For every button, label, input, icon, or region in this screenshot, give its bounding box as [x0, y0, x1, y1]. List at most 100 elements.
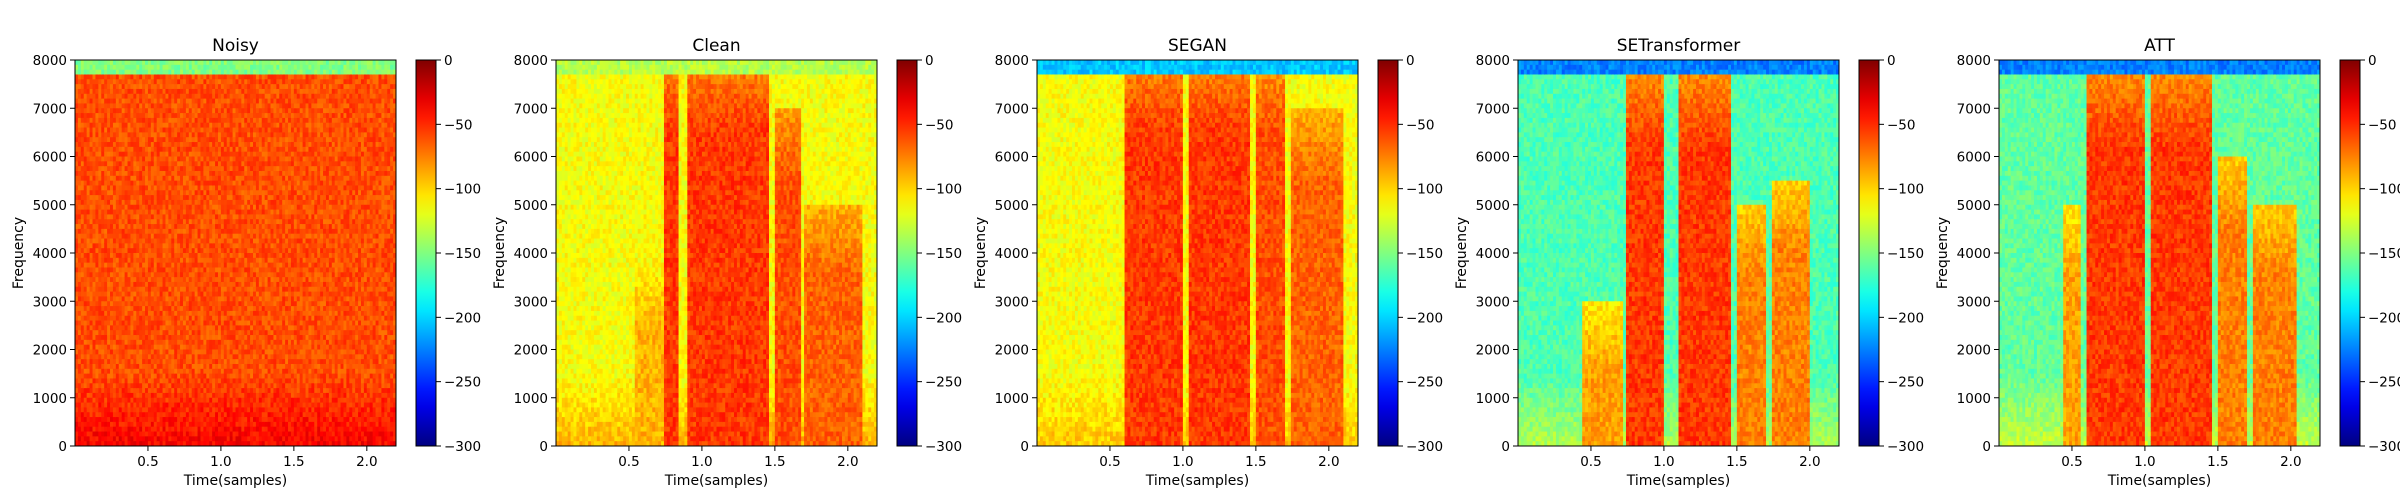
colorbar-tick-label: −200	[1887, 310, 1924, 326]
spectrogram-image	[556, 60, 877, 446]
y-tick-label: 6000	[995, 150, 1029, 166]
y-tick-label: 3000	[995, 294, 1029, 310]
colorbar-tick-label: −300	[2368, 439, 2400, 455]
panel-title: SEGAN	[1168, 36, 1227, 56]
colorbar-tick-label: −150	[925, 246, 962, 262]
colorbar	[1377, 59, 1399, 447]
y-tick-label: 3000	[33, 294, 67, 310]
panel-title: SETransformer	[1617, 36, 1741, 56]
colorbar-tick-label: −50	[2368, 117, 2397, 133]
x-tick-label: 0.5	[618, 454, 639, 470]
panel-att: ATT 0.5 1.0 1.5 2.0 0 1000 2000 3000 4000 5000 6000…	[1935, 36, 2400, 489]
y-tick-label: 6000	[514, 150, 548, 166]
y-tick-label: 1000	[33, 391, 67, 407]
colorbar-tick-label: 0	[2368, 53, 2377, 69]
colorbar-tick-label: −200	[1406, 310, 1443, 326]
x-axis-label: Time(samples)	[1145, 473, 1249, 489]
y-tick-label: 6000	[33, 150, 67, 166]
y-tick-label: 5000	[514, 198, 548, 214]
panel-title: ATT	[2144, 36, 2175, 56]
y-tick-label: 0	[539, 439, 548, 455]
colorbar	[2339, 59, 2361, 447]
colorbar-tick-label: −250	[2368, 375, 2400, 391]
y-tick-label: 1000	[1957, 391, 1991, 407]
y-tick-label: 2000	[33, 343, 67, 359]
x-tick-label: 1.0	[691, 454, 712, 470]
colorbar-tick-label: −50	[444, 117, 473, 133]
y-tick-label: 0	[1020, 439, 1029, 455]
colorbar-tick-label: −100	[444, 182, 481, 198]
y-axis-label: Frequency	[973, 217, 989, 289]
y-tick-label: 7000	[1476, 101, 1510, 117]
colorbar-tick-label: −300	[1406, 439, 1443, 455]
y-tick-label: 7000	[1957, 101, 1991, 117]
x-tick-label: 1.5	[764, 454, 785, 470]
x-tick-label: 1.0	[2134, 454, 2155, 470]
colorbar-tick-label: −100	[2368, 182, 2400, 198]
y-tick-label: 5000	[1476, 198, 1510, 214]
y-tick-label: 1000	[995, 391, 1029, 407]
colorbar-tick-label: −100	[1887, 182, 1924, 198]
x-tick-label: 1.5	[1245, 454, 1266, 470]
colorbar-tick-label: 0	[444, 53, 453, 69]
colorbar-tick-label: −250	[444, 375, 481, 391]
x-tick-label: 2.0	[1318, 454, 1339, 470]
x-tick-label: 1.0	[1172, 454, 1193, 470]
colorbar-tick-label: −250	[925, 375, 962, 391]
y-tick-label: 3000	[1476, 294, 1510, 310]
x-tick-label: 1.5	[1726, 454, 1747, 470]
x-tick-label: 2.0	[1799, 454, 1820, 470]
colorbar-tick-label: 0	[925, 53, 934, 69]
colorbar-tick-label: −150	[2368, 246, 2400, 262]
y-tick-label: 1000	[1476, 391, 1510, 407]
y-tick-label: 0	[1982, 439, 1991, 455]
y-tick-label: 6000	[1476, 150, 1510, 166]
colorbar-tick-label: −200	[925, 310, 962, 326]
colorbar-tick-label: −100	[1406, 182, 1443, 198]
x-tick-label: 2.0	[356, 454, 377, 470]
y-tick-label: 1000	[514, 391, 548, 407]
y-tick-label: 8000	[1476, 53, 1510, 69]
panel-title: Noisy	[212, 36, 259, 56]
colorbar-tick-label: −150	[1887, 246, 1924, 262]
colorbar-tick-label: −50	[925, 117, 954, 133]
y-tick-label: 5000	[995, 198, 1029, 214]
x-tick-label: 2.0	[2280, 454, 2301, 470]
panel-title: Clean	[692, 36, 740, 56]
spectrogram-image	[1518, 60, 1839, 446]
x-tick-label: 0.5	[1580, 454, 1601, 470]
x-axis-label: Time(samples)	[1626, 473, 1730, 489]
spectrogram-image	[75, 60, 396, 446]
x-axis-label: Time(samples)	[183, 473, 287, 489]
x-tick-label: 1.5	[283, 454, 304, 470]
colorbar-tick-label: 0	[1887, 53, 1896, 69]
y-tick-label: 2000	[514, 343, 548, 359]
y-axis-label: Frequency	[1935, 217, 1951, 289]
y-tick-label: 5000	[33, 198, 67, 214]
y-tick-label: 4000	[995, 246, 1029, 262]
y-tick-label: 8000	[33, 53, 67, 69]
colorbar-tick-label: −100	[925, 182, 962, 198]
y-tick-label: 0	[1501, 439, 1510, 455]
panel-noisy: Noisy 0.5 1.0 1.5 2.0 0 1000 2000 3000 4000 5000 60…	[11, 36, 481, 489]
colorbar-tick-label: 0	[1406, 53, 1415, 69]
colorbar-tick-label: −250	[1887, 375, 1924, 391]
y-axis-label: Frequency	[492, 217, 508, 289]
x-axis-label: Time(samples)	[2107, 473, 2211, 489]
x-tick-label: 0.5	[1099, 454, 1120, 470]
y-tick-label: 2000	[1476, 343, 1510, 359]
y-tick-label: 8000	[995, 53, 1029, 69]
y-tick-label: 3000	[514, 294, 548, 310]
y-tick-label: 4000	[514, 246, 548, 262]
colorbar-tick-label: −150	[444, 246, 481, 262]
x-tick-label: 1.5	[2207, 454, 2228, 470]
x-axis-label: Time(samples)	[664, 473, 768, 489]
y-tick-label: 4000	[1476, 246, 1510, 262]
colorbar-tick-label: −200	[2368, 310, 2400, 326]
panel-setransformer: SETransformer 0.5 1.0 1.5 2.0 0 1000 2000 3000 40…	[1454, 36, 1924, 489]
spectrogram-image	[1999, 60, 2320, 446]
y-axis-label: Frequency	[11, 217, 27, 289]
colorbar-tick-label: −200	[444, 310, 481, 326]
y-tick-label: 0	[58, 439, 67, 455]
